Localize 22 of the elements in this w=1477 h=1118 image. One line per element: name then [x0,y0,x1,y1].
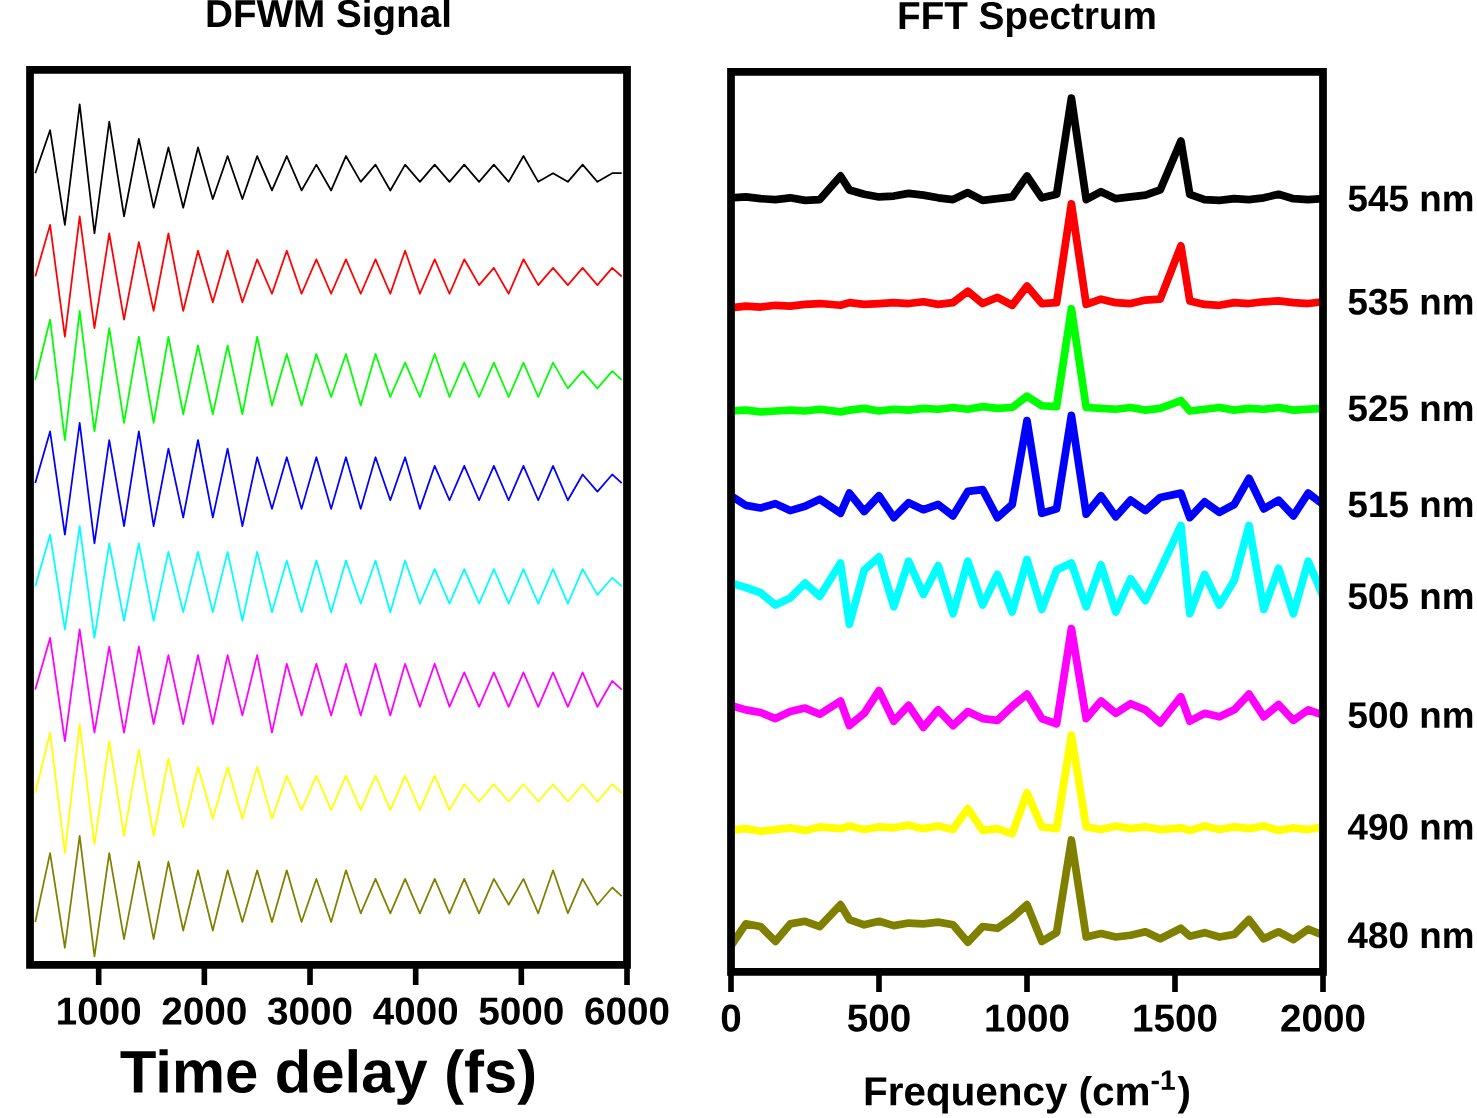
x-tick-label: 2000 [1281,1004,1365,1032]
x-tick-label: 500 [847,1004,910,1032]
series-label: 500 nm [1348,702,1473,729]
x-tick-label: 2000 [162,997,246,1025]
series-label: 515 nm [1348,491,1473,518]
series-label: 490 nm [1347,813,1473,841]
x-tick-label: 6000 [585,997,669,1025]
x-tick-label: 3000 [267,997,352,1025]
x-axis-title: Time delay (fs) [120,1049,535,1105]
chart-title: FFT Spectrum [899,1,1155,37]
x-tick-label: 4000 [373,997,458,1025]
series-label: 505 nm [1348,583,1473,610]
series-label: 535 nm [1348,288,1473,315]
x-tick-label: 1000 [58,997,141,1025]
x-tick-label: 1000 [986,1004,1069,1032]
x-tick-label: 5000 [479,997,563,1025]
x-axis-title: Frequency (cm$^{-1}$) [865,1070,1189,1114]
series-label: 545 nm [1348,185,1473,212]
x-tick-label: 1500 [1134,1004,1217,1032]
x-tick-label: 0 [721,1004,741,1032]
series-label: 480 nm [1347,922,1473,949]
series-label: 525 nm [1348,395,1473,422]
